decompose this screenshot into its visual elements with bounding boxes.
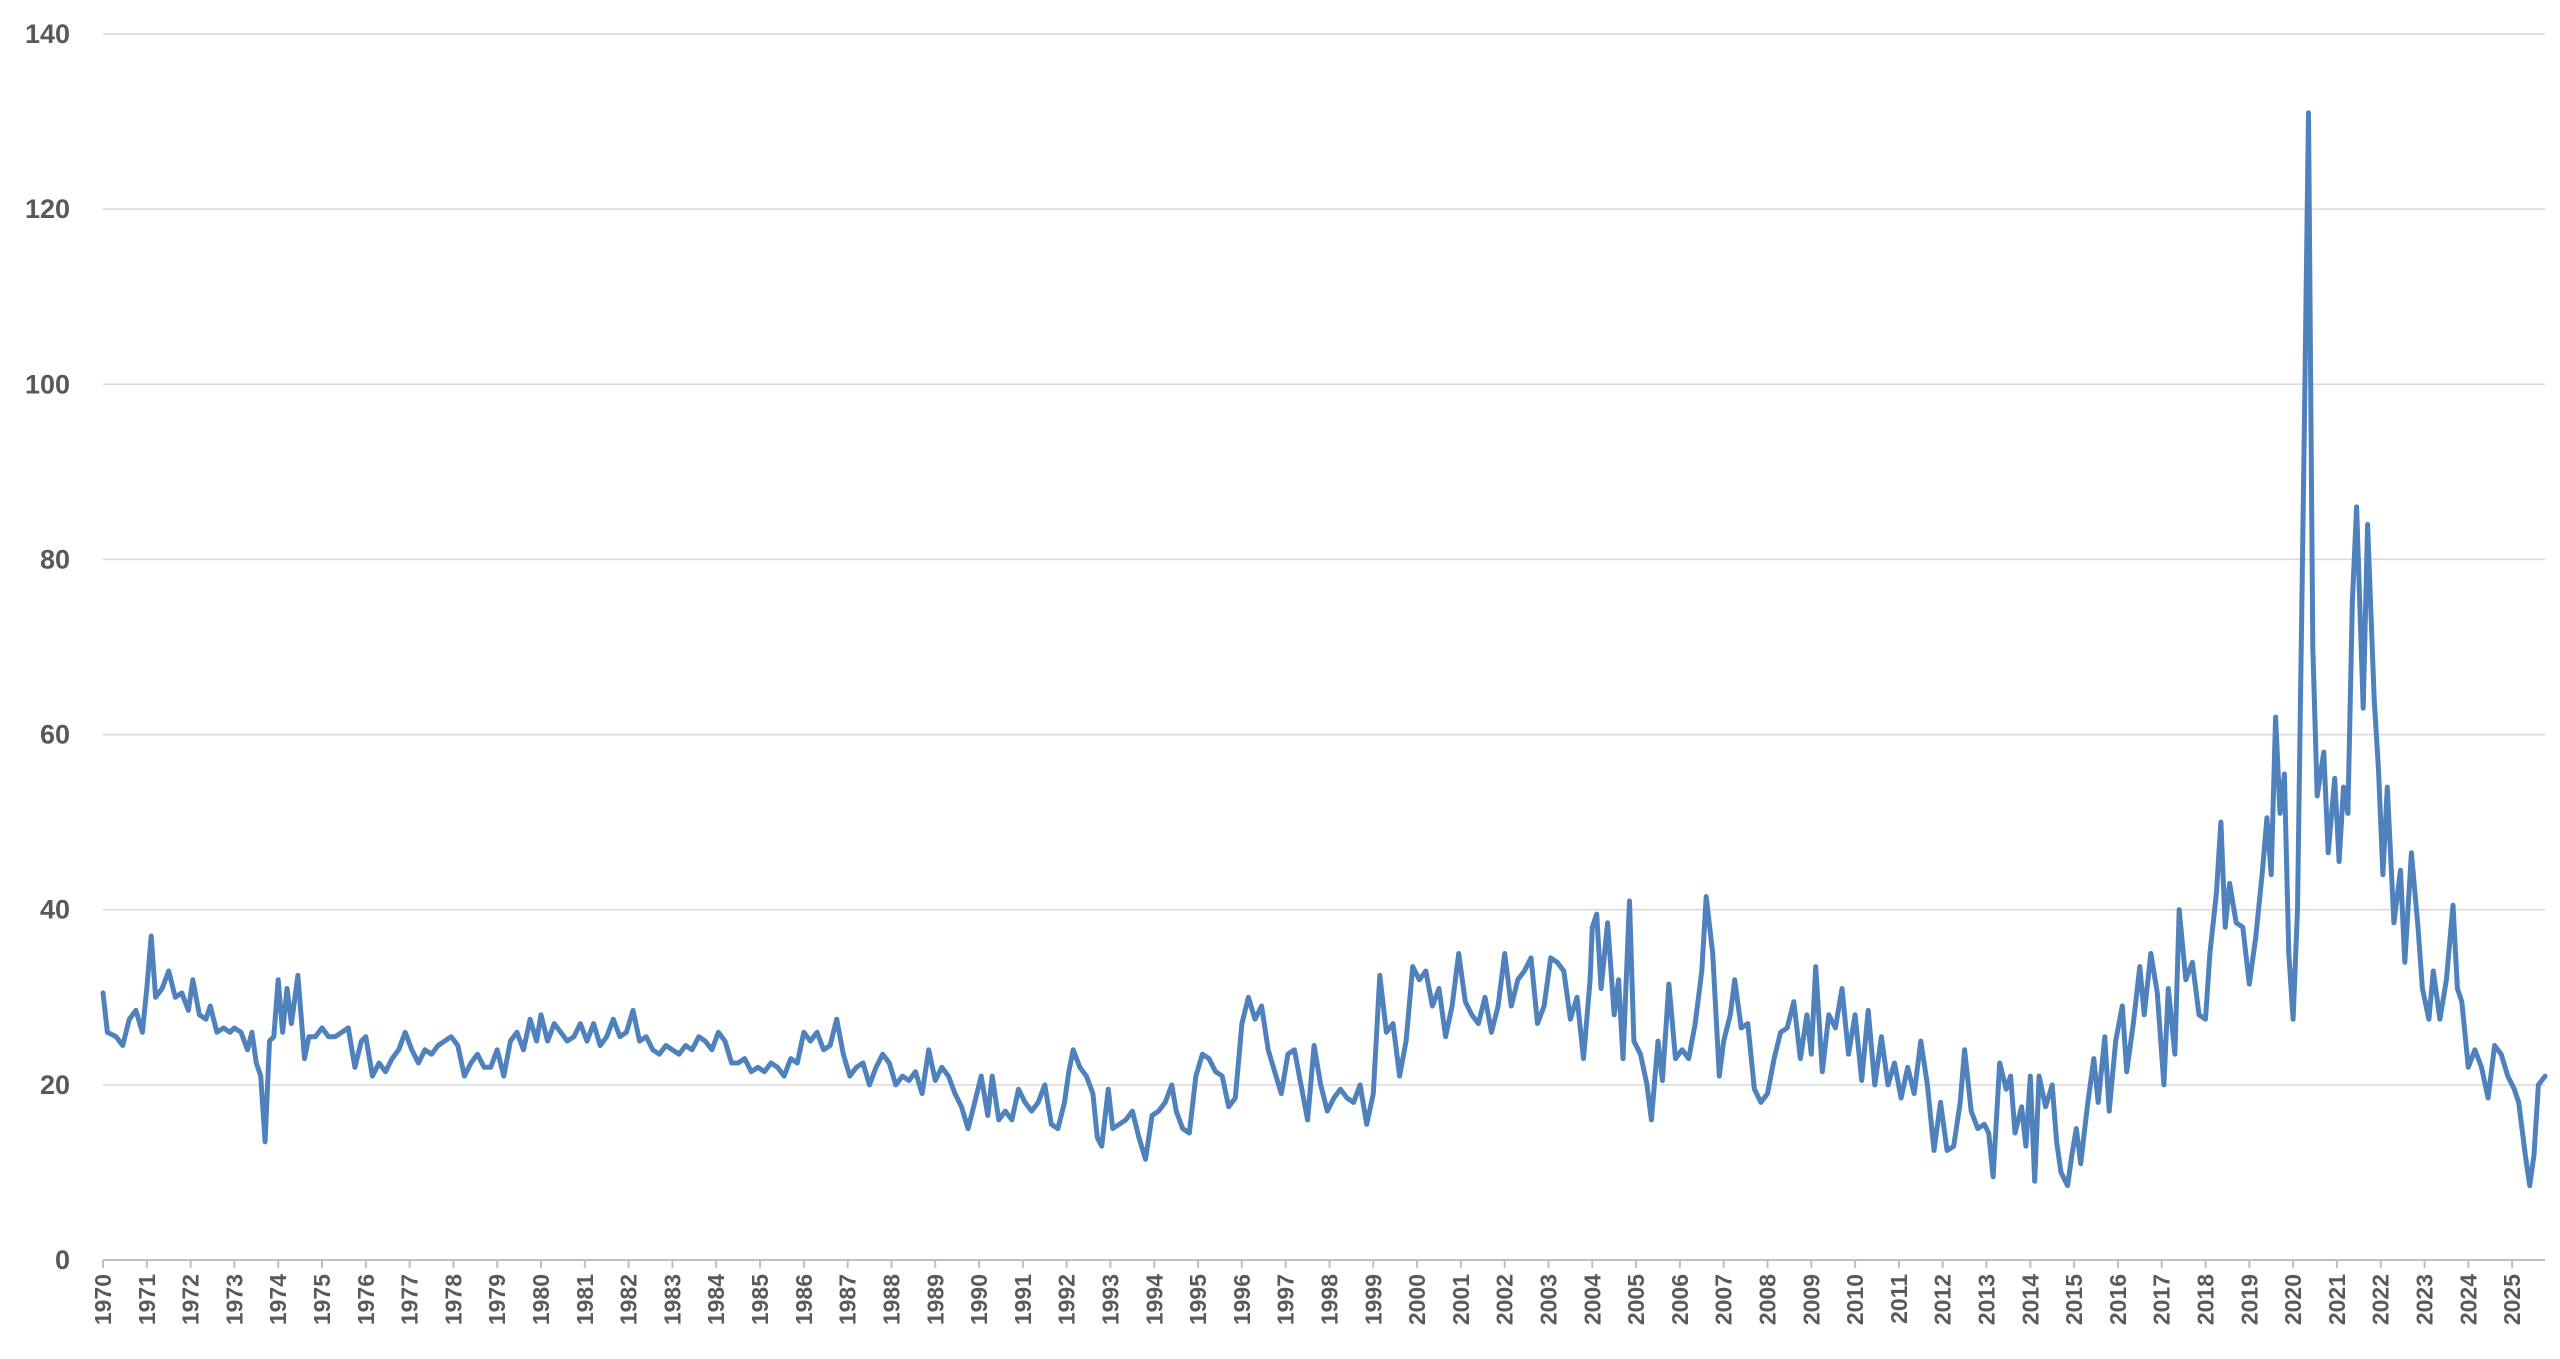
x-tick-label: 2024 — [2455, 1274, 2481, 1325]
x-tick-label: 1986 — [791, 1274, 817, 1325]
x-tick-label: 2009 — [1798, 1274, 1824, 1325]
x-tick-label: 1975 — [309, 1274, 335, 1325]
y-tick-label: 40 — [40, 895, 70, 925]
x-tick-label: 1978 — [440, 1274, 466, 1325]
x-tick-label: 1995 — [1185, 1274, 1211, 1325]
x-tick-label: 2013 — [1974, 1274, 2000, 1325]
x-tick-label: 1999 — [1360, 1274, 1386, 1325]
x-tick-label: 2010 — [1842, 1274, 1868, 1325]
x-tick-label: 1983 — [659, 1274, 685, 1325]
x-tick-label: 1985 — [747, 1274, 773, 1325]
y-tick-label: 100 — [25, 369, 70, 399]
series-line — [100, 110, 2548, 1189]
x-tick-label: 1974 — [265, 1274, 291, 1325]
x-tick-label: 2002 — [1492, 1274, 1518, 1325]
y-tick-label: 80 — [40, 544, 70, 574]
x-tick-label: 2004 — [1579, 1274, 1605, 1325]
x-tick-label: 2003 — [1535, 1274, 1561, 1325]
x-tick-label: 1997 — [1273, 1274, 1299, 1325]
y-tick-label: 120 — [25, 194, 70, 224]
x-tick-label: 1976 — [353, 1274, 379, 1325]
x-tick-label: 1996 — [1229, 1274, 1255, 1325]
x-tick-label: 1988 — [878, 1274, 904, 1325]
x-tick-label: 1989 — [922, 1274, 948, 1325]
x-tick-label: 2017 — [2149, 1274, 2175, 1325]
x-tick-label: 1994 — [1141, 1274, 1167, 1325]
y-tick-label: 140 — [25, 19, 70, 49]
series-layer — [100, 110, 2548, 1189]
x-tick-label: 2022 — [2368, 1274, 2394, 1325]
x-tick-label: 1987 — [835, 1274, 861, 1325]
y-axis-tick-labels: 0 20 40 60 80 100 120 140 — [25, 19, 70, 1275]
x-tick-label: 2014 — [2017, 1274, 2043, 1325]
x-tick-label: 2007 — [1711, 1274, 1737, 1325]
x-tick-label: 2001 — [1448, 1274, 1474, 1325]
x-tick-label: 2025 — [2499, 1274, 2525, 1325]
x-tick-label: 1971 — [134, 1274, 160, 1325]
x-tick-label: 2011 — [1886, 1274, 1912, 1324]
y-tick-label: 60 — [40, 720, 70, 750]
x-tick-label: 1990 — [966, 1274, 992, 1325]
x-tick-label: 1992 — [1054, 1274, 1080, 1325]
x-tick-label: 2021 — [2324, 1274, 2350, 1325]
x-tick-label: 1980 — [528, 1274, 554, 1325]
x-tick-label: 2015 — [2061, 1274, 2087, 1325]
x-tick-label: 2000 — [1404, 1274, 1430, 1325]
x-tick-label: 2012 — [1930, 1274, 1956, 1325]
x-tick-label: 2005 — [1623, 1274, 1649, 1325]
x-tick-label: 2008 — [1755, 1274, 1781, 1325]
x-tick-label: 1977 — [397, 1274, 423, 1325]
x-tick-label: 1973 — [221, 1274, 247, 1325]
x-tick-label: 2020 — [2280, 1274, 2306, 1325]
x-tick-label: 2023 — [2412, 1274, 2438, 1325]
y-tick-label: 0 — [55, 1245, 70, 1275]
x-tick-label: 1970 — [90, 1274, 116, 1325]
x-axis-tick-labels: 1970 1971 1972 1973 1974 1975 1976 1977 1978 1979… — [90, 1260, 2525, 1325]
x-tick-label: 1998 — [1316, 1274, 1342, 1325]
gridlines — [103, 33, 2545, 1261]
x-tick-label: 2006 — [1667, 1274, 1693, 1325]
x-tick-label: 1981 — [572, 1274, 598, 1325]
x-tick-label: 1991 — [1010, 1274, 1036, 1325]
x-tick-label: 2016 — [2105, 1274, 2131, 1325]
x-tick-label: 1984 — [703, 1274, 729, 1325]
x-tick-label: 1972 — [178, 1274, 204, 1325]
x-tick-label: 2018 — [2193, 1274, 2219, 1325]
x-tick-label: 1993 — [1097, 1274, 1123, 1325]
x-tick-label: 1982 — [616, 1274, 642, 1325]
y-tick-label: 20 — [40, 1070, 70, 1100]
x-tick-label: 2019 — [2236, 1274, 2262, 1325]
x-tick-label: 1979 — [484, 1274, 510, 1325]
